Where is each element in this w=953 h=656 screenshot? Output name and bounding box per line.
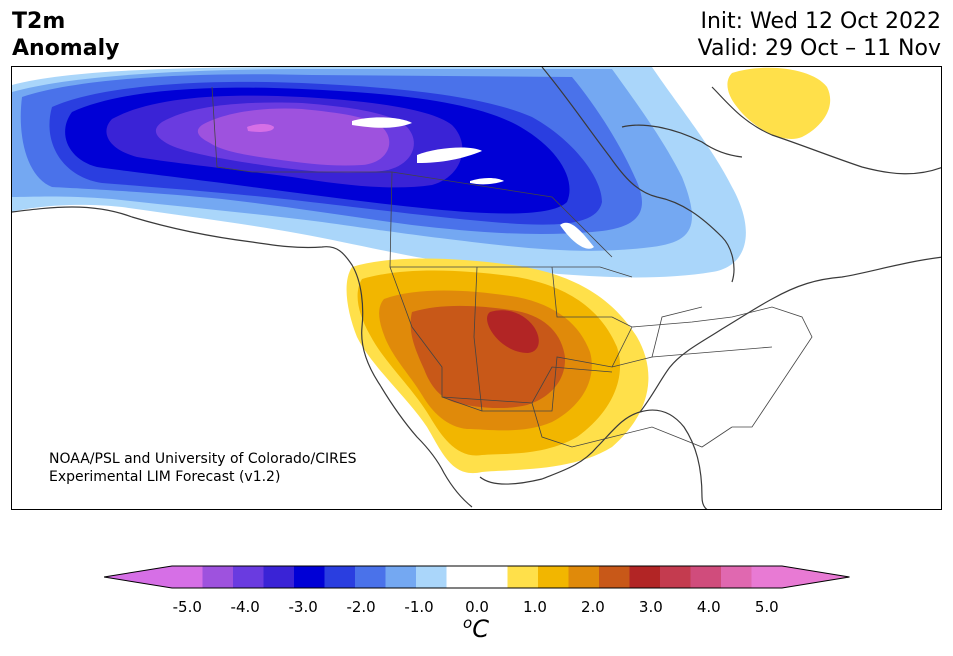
coastlines	[12, 67, 941, 509]
colorbar-segment	[477, 566, 508, 588]
political-borders	[211, 86, 813, 448]
colorbar-segment	[507, 566, 539, 588]
lake-nipigon	[560, 222, 594, 249]
colorbar-outline	[103, 565, 850, 589]
colorbar-segment	[202, 566, 234, 588]
colorbar-tick-label: -2.0	[346, 598, 376, 616]
colorbar-svg	[103, 565, 850, 589]
colorbar-segment	[690, 566, 722, 588]
colorbar-segment	[416, 566, 447, 588]
arctic-warm-patch	[727, 67, 831, 139]
colorbar-segment	[233, 566, 264, 588]
colorbar-segment	[355, 566, 386, 588]
credit-line-2: Experimental LIM Forecast (v1.2)	[49, 469, 281, 485]
colorbar-tick-label: 1.0	[523, 598, 547, 616]
title-line-1: T2m	[12, 9, 66, 34]
colorbar-over-arrow	[782, 566, 850, 588]
colorbar-tick-label: 4.0	[696, 598, 721, 616]
colorbar-unit: oC	[463, 614, 489, 643]
colorbar	[103, 565, 850, 593]
unit-prefix: o	[463, 614, 473, 632]
great-slave-lake	[417, 147, 482, 163]
unit-main: C	[472, 615, 489, 643]
lake-athabasca	[352, 117, 412, 128]
colorbar-segment	[629, 566, 661, 588]
anomaly-map	[11, 66, 942, 510]
colorbar-segment	[324, 566, 356, 588]
valid-date: Valid: 29 Oct – 11 Nov	[697, 36, 941, 61]
colorbar-segment	[660, 566, 691, 588]
colorbar-segment	[721, 566, 752, 588]
map-svg	[12, 67, 941, 509]
colorbar-segment	[446, 566, 478, 588]
colorbar-segment	[172, 566, 203, 588]
forecast-dates: Init: Wed 12 Oct 2022 Valid: 29 Oct – 11…	[698, 8, 941, 62]
colorbar-tick-label: 5.0	[754, 598, 779, 616]
colorbar-segment	[385, 566, 417, 588]
title-line-2: Anomaly	[12, 36, 120, 61]
warm-anomaly-shading	[346, 258, 649, 474]
colorbar-segment	[599, 566, 630, 588]
colorbar-tick-label: -5.0	[172, 598, 202, 616]
colorbar-segment	[263, 566, 295, 588]
map-title: T2m Anomaly	[12, 8, 119, 62]
colorbar-tick-label: 0.0	[465, 598, 489, 616]
colorbar-segment	[751, 566, 783, 588]
colorbar-segment	[294, 566, 325, 588]
init-date: Init: Wed 12 Oct 2022	[700, 9, 941, 34]
credit-line-1: NOAA/PSL and University of Colorado/CIRE…	[49, 451, 357, 467]
colorbar-tick-label: 2.0	[580, 598, 605, 616]
colorbar-tick-label: -3.0	[288, 598, 318, 616]
colorbar-segment	[538, 566, 569, 588]
colorbar-tick-label: -1.0	[404, 598, 434, 616]
colorbar-tick-label: -4.0	[230, 598, 260, 616]
lake-winnipeg-shape	[470, 178, 504, 185]
forecast-credit: NOAA/PSL and University of Colorado/CIRE…	[49, 450, 357, 486]
colorbar-tick-label: 3.0	[638, 598, 663, 616]
colorbar-under-arrow	[104, 566, 172, 588]
colorbar-segment	[568, 566, 600, 588]
